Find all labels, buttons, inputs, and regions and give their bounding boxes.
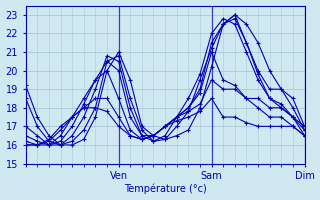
X-axis label: Température (°c): Température (°c) xyxy=(124,184,206,194)
